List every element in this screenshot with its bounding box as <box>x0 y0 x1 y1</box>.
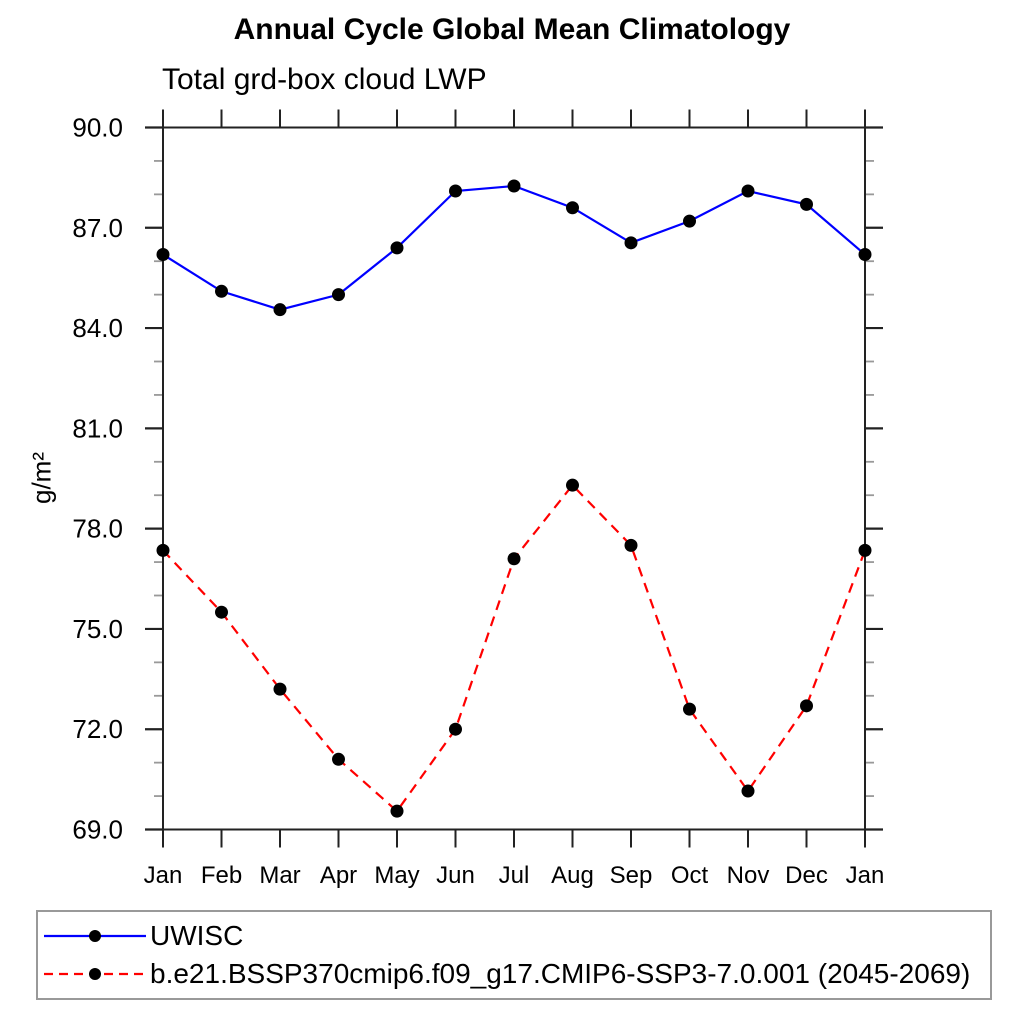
data-point-marker <box>858 543 872 557</box>
legend-label-uwisc: UWISC <box>150 920 244 951</box>
x-tick-label: May <box>374 862 419 889</box>
data-point-marker <box>390 241 404 255</box>
y-tick-label: 81.0 <box>72 413 123 443</box>
x-tick-label: Dec <box>785 862 828 889</box>
data-point-marker <box>800 699 813 713</box>
data-point-marker <box>858 248 872 262</box>
plot-frame <box>162 126 866 831</box>
chart-title: Annual Cycle Global Mean Climatology <box>233 13 791 46</box>
data-point-marker <box>156 248 170 262</box>
series-line <box>162 184 866 311</box>
y-tick-label: 69.0 <box>72 815 123 845</box>
x-tick-label: Oct <box>671 862 709 889</box>
x-tick-label: Jul <box>499 862 530 889</box>
data-point-marker <box>683 702 696 716</box>
data-point-marker <box>741 184 755 198</box>
x-tick-label: Sep <box>610 862 653 889</box>
x-tick-label: Jan <box>846 862 885 889</box>
x-tick-label: Mar <box>259 862 300 889</box>
data-point-marker <box>449 184 462 198</box>
x-tick-label: Nov <box>727 862 770 889</box>
x-tick-label: Jun <box>436 862 475 889</box>
x-tick-label: Aug <box>551 862 594 889</box>
legend-item-uwisc: UWISC <box>42 922 990 950</box>
chart-subtitle: Total grd-box cloud LWP <box>162 63 487 96</box>
data-point-marker <box>741 784 755 798</box>
data-point-marker <box>390 804 404 818</box>
data-point-marker <box>624 236 638 250</box>
data-point-marker <box>449 722 462 736</box>
data-point-marker <box>273 682 287 696</box>
series-uwisc <box>156 179 872 317</box>
series-model <box>156 478 872 818</box>
y-tick-label: 75.0 <box>72 614 123 644</box>
data-point-marker <box>273 303 287 317</box>
data-point-marker <box>566 201 579 215</box>
y-tick-label: 72.0 <box>72 714 123 744</box>
data-point-marker <box>156 543 170 557</box>
legend-box: UWISC b.e21.BSSP370cmip6.f09_g17.CMIP6-S… <box>36 910 992 1000</box>
legend-item-model: b.e21.BSSP370cmip6.f09_g17.CMIP6-SSP3-7.… <box>42 960 990 988</box>
x-tick-label: Apr <box>320 862 357 889</box>
data-point-marker <box>332 752 345 766</box>
data-point-marker <box>624 538 638 552</box>
y-tick-label: 84.0 <box>72 313 123 343</box>
data-point-marker <box>507 552 521 566</box>
legend-label-model: b.e21.BSSP370cmip6.f09_g17.CMIP6-SSP3-7.… <box>150 958 971 989</box>
x-tick-label: Feb <box>201 862 242 889</box>
series-line <box>162 483 867 813</box>
data-point-marker <box>215 284 228 298</box>
data-point-marker <box>215 605 228 619</box>
y-tick-label: 90.0 <box>72 113 123 143</box>
data-point-marker <box>332 288 345 302</box>
x-tick-label: Jan <box>144 862 183 889</box>
legend-swatch-dashed-line-dot-icon <box>44 968 146 980</box>
y-axis-ticks: 69.0 72.0 75.0 78.0 81.0 84.0 87.0 90.0 <box>72 113 883 845</box>
data-point-marker <box>683 214 696 228</box>
data-point-marker <box>800 197 813 211</box>
legend-swatch-solid-line-dot-icon <box>44 930 146 942</box>
data-point-marker <box>566 478 579 492</box>
y-tick-label: 78.0 <box>72 514 123 544</box>
x-axis-ticks: Jan Feb Mar Apr May Jun Jul Aug Sep Oct Nov Dec Jan <box>144 109 885 889</box>
data-point-marker <box>507 179 521 193</box>
y-tick-label: 87.0 <box>72 213 123 243</box>
